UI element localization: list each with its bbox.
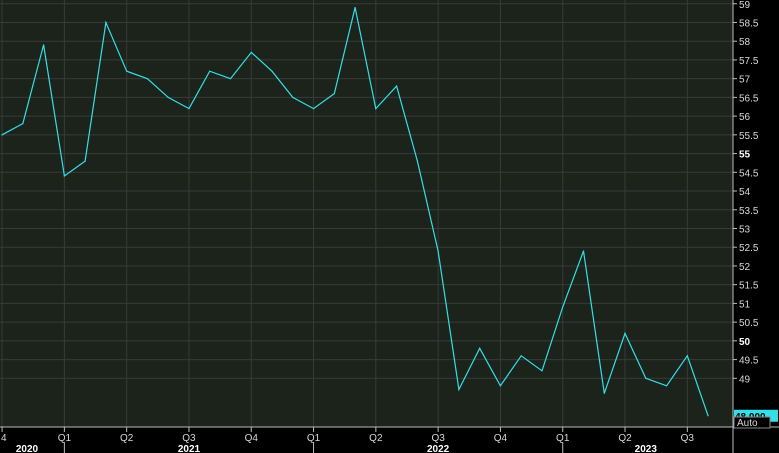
data-point: [707, 415, 709, 417]
y-tick-label: 53: [739, 224, 751, 235]
data-point: [167, 96, 169, 98]
y-tick-label: 51: [739, 299, 751, 310]
y-tick-label: 51.5: [739, 281, 759, 292]
x-tick-label: Q2: [120, 433, 134, 444]
y-tick-label: 49: [739, 374, 751, 385]
y-tick-label: 50.5: [739, 318, 759, 329]
y-tick-label: 58: [739, 37, 751, 48]
x-tick-label: Q2: [618, 433, 632, 444]
data-point: [43, 44, 45, 46]
auto-scale-toggle[interactable]: Auto: [733, 416, 771, 429]
y-tick-label: 52: [739, 262, 751, 273]
data-point: [458, 388, 460, 391]
x-tick-label: Q1: [58, 433, 72, 444]
x-year-label: 2021: [178, 444, 201, 453]
data-point: [603, 392, 605, 394]
data-point: [312, 108, 315, 110]
y-tick-label: 57.5: [739, 56, 759, 67]
data-point: [126, 70, 128, 72]
data-point: [271, 70, 273, 72]
y-tick-label: 53.5: [739, 206, 759, 217]
series-layer: [1, 6, 709, 417]
data-point: [520, 355, 522, 357]
y-tick-label: 49.5: [739, 356, 759, 367]
data-point: [105, 21, 107, 24]
x-tick-label: Q1: [556, 433, 570, 444]
data-point: [665, 385, 668, 387]
x-year-label: 2023: [635, 444, 658, 453]
x-tick-label: Q3: [182, 433, 196, 444]
y-tick-label: 58.5: [739, 18, 759, 29]
data-point: [686, 355, 688, 357]
data-point: [375, 108, 377, 110]
x-tick-label: Q3: [681, 433, 695, 444]
data-point: [146, 78, 149, 80]
data-point: [22, 123, 24, 125]
data-point: [84, 160, 86, 162]
y-tick-label: 54.5: [739, 168, 759, 179]
data-point: [229, 78, 232, 80]
gridlines: [0, 0, 733, 427]
x-tick-label: 4: [1, 433, 7, 444]
data-point: [541, 370, 543, 372]
data-point: [292, 96, 294, 98]
data-point: [333, 93, 335, 95]
data-point: [562, 306, 564, 308]
data-point: [1, 134, 3, 136]
y-tick-label: 56.5: [739, 93, 759, 104]
data-point: [624, 332, 626, 334]
data-point: [188, 108, 190, 110]
x-tick-label: Q4: [245, 433, 259, 444]
auto-scale-box[interactable]: [733, 416, 771, 429]
plot-area: [0, 0, 733, 427]
data-point: [416, 160, 418, 162]
x-tick-label: Q4: [494, 433, 508, 444]
data-point: [437, 250, 439, 252]
y-tick-label: 55: [739, 150, 751, 161]
data-point: [209, 70, 211, 72]
y-tick-label: 50: [739, 337, 751, 348]
x-year-label: 2022: [427, 444, 450, 453]
data-point: [396, 85, 398, 87]
y-axis-ticks: 49 49.5 50 50.5 51 51.5 52 52.5 53 53.5 54 54.5 55 55…: [733, 0, 759, 385]
x-tick-label: Q3: [431, 433, 445, 444]
y-tick-label: 52.5: [739, 243, 759, 254]
auto-scale-label[interactable]: Auto: [737, 418, 758, 429]
data-point: [63, 175, 65, 177]
data-point: [499, 385, 502, 387]
x-tick-label: Q1: [307, 433, 321, 444]
y-tick-label: 54: [739, 187, 751, 198]
y-tick-label: 55.5: [739, 131, 759, 142]
data-point: [354, 6, 356, 9]
y-tick-label: 59: [739, 0, 751, 11]
y-tick-label: 56: [739, 112, 751, 123]
data-point: [582, 250, 585, 252]
data-point: [645, 377, 647, 379]
data-point: [479, 347, 481, 349]
data-point: [250, 51, 252, 54]
y-tick-label: 57: [739, 75, 751, 86]
x-year-label: 2020: [16, 444, 39, 453]
x-axis-ticks: 4 Q1 Q2 Q3 Q4 Q1 Q2 Q3 Q4 Q1 Q2 Q3 2020 2021 2022 2023: [1, 427, 694, 453]
x-tick-label: Q2: [369, 433, 383, 444]
